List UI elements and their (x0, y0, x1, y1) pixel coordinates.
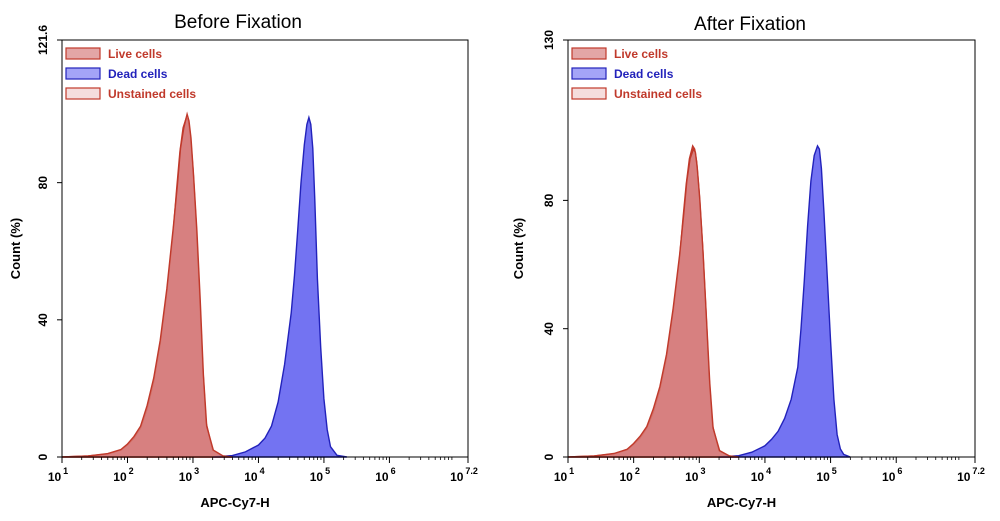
series-area (567, 147, 739, 458)
x-tick-label: 10 2 (619, 466, 639, 484)
x-tick-label: 10 6 (882, 466, 902, 484)
x-tick-label: 10 7.2 (957, 466, 985, 484)
x-tick-label: 10 3 (179, 466, 199, 484)
legend-swatch (65, 67, 101, 80)
legend-label: Unstained cells (614, 87, 702, 101)
legend-label: Dead cells (108, 67, 168, 81)
series-area (212, 114, 348, 458)
chart-panel: Before Fixation 0 40 80 121.6 10 1 10 2 10 3 10 4 10 5… (8, 12, 478, 510)
legend-swatch (571, 67, 607, 80)
x-tick-label: 10 5 (816, 466, 836, 484)
series-area (61, 111, 233, 458)
chart-title: Before Fixation (174, 12, 302, 33)
legend-swatch (571, 47, 607, 60)
legend-swatch (65, 87, 101, 100)
legend-label: Dead cells (614, 67, 674, 81)
y-tick-label: 121.6 (36, 25, 50, 55)
y-axis-label: Count (%) (511, 218, 526, 279)
y-tick-label: 0 (36, 453, 50, 460)
chart-panel: After Fixation 0 40 80 130 10 1 10 2 10 3 10 4 10 5 10 6… (511, 14, 985, 510)
legend-swatch (65, 47, 101, 60)
legend-swatch (571, 87, 607, 100)
x-tick-label: 10 1 (48, 466, 68, 484)
x-axis-label: APC-Cy7-H (200, 495, 269, 510)
y-tick-label: 80 (36, 176, 50, 190)
y-tick-label: 40 (542, 322, 556, 336)
chart-title: After Fixation (694, 14, 806, 35)
plot-frame (61, 39, 469, 458)
x-axis-label: APC-Cy7-H (707, 495, 776, 510)
y-axis-label: Count (%) (8, 218, 23, 279)
y-tick-label: 40 (36, 313, 50, 327)
legend-label: Live cells (108, 47, 162, 61)
legend-label: Unstained cells (108, 87, 196, 101)
x-tick-label: 10 6 (375, 466, 395, 484)
y-tick-label: 0 (542, 453, 556, 460)
y-tick-label: 130 (542, 30, 556, 50)
x-tick-label: 10 7.2 (450, 466, 478, 484)
x-tick-label: 10 4 (244, 466, 264, 484)
x-tick-label: 10 5 (310, 466, 330, 484)
series-area (718, 144, 851, 458)
x-tick-label: 10 3 (685, 466, 705, 484)
plot-frame (567, 39, 976, 458)
x-tick-label: 10 1 (554, 466, 574, 484)
y-tick-label: 80 (542, 193, 556, 207)
x-tick-label: 10 4 (751, 466, 771, 484)
x-tick-label: 10 2 (113, 466, 133, 484)
legend-label: Live cells (614, 47, 668, 61)
